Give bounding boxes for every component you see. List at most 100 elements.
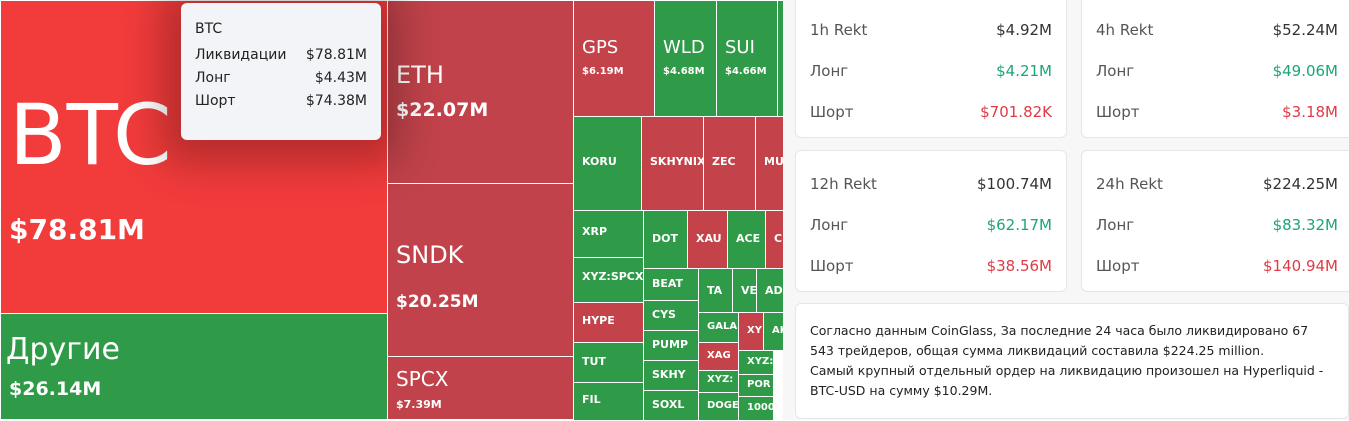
tile-label: XYZ:	[707, 374, 734, 385]
tooltip-label: Ликвидации	[195, 47, 287, 63]
stat-value: $224.25M	[1263, 174, 1338, 193]
tile: AK	[763, 312, 784, 351]
tile-label: BTC	[9, 86, 172, 184]
stat-label: Лонг	[810, 215, 849, 234]
tile-label: GPS	[582, 37, 619, 58]
tooltip-value: $4.43M	[314, 70, 367, 86]
tile-label: TA	[707, 284, 723, 297]
tile-label: SOXL	[652, 398, 685, 411]
stats-panel: Согласно данным CoinGlass, За последние …	[783, 0, 1349, 420]
tile: XAG	[698, 342, 739, 371]
tile: 1000	[738, 396, 774, 421]
stat-value: $4.92M	[996, 20, 1052, 39]
tile-label: MU	[764, 155, 784, 168]
stat-value: $49.06M	[1272, 61, 1338, 80]
tile-value: $6.19M	[582, 66, 624, 77]
stat-label: 4h Rekt	[1096, 20, 1154, 39]
tile-label: CYS	[652, 308, 676, 321]
tile: DOT	[643, 210, 688, 269]
tile-label: XRP	[582, 225, 608, 238]
stat-value: $4.21M	[996, 61, 1052, 80]
tile-label: VE	[741, 284, 757, 297]
tile-value: $78.81M	[9, 213, 145, 246]
tooltip-row: Ликвидации $78.81M	[195, 47, 367, 63]
stat-label: Лонг	[1096, 215, 1135, 234]
stat-label: Шорт	[1096, 102, 1140, 121]
tile-label: 1000	[747, 402, 774, 413]
stat-value: $3.18M	[1282, 102, 1338, 121]
stat-row: 1h Rekt $4.92M	[810, 9, 1052, 50]
tooltip-row: Шорт $74.38M	[195, 93, 367, 109]
stat-label: Лонг	[810, 61, 849, 80]
tile-label: SNDK	[396, 241, 464, 269]
stat-value: $38.56M	[986, 256, 1052, 275]
tooltip-value: $74.38M	[305, 93, 367, 109]
stat-card: 4h Rekt $52.24M Лонг $49.06M Шорт $3.18M	[1081, 0, 1349, 138]
tile-label: FIL	[582, 393, 601, 406]
tile: XRP	[573, 210, 644, 258]
stat-value: $701.82K	[980, 102, 1052, 121]
tile-label: XAG	[707, 350, 731, 361]
tile: BEAT	[643, 268, 699, 301]
tile-label: ACE	[736, 232, 761, 245]
tile-label: WLD	[663, 37, 705, 58]
tile: SOXL	[643, 390, 699, 421]
tile-value: $22.07M	[396, 99, 489, 121]
tile: TUT	[573, 342, 644, 383]
note-text: Самый крупный отдельный ордер на ликвида…	[810, 363, 1324, 398]
tile: Другие $26.14M	[0, 313, 388, 420]
tile: HYPE	[573, 302, 644, 343]
stat-row: Лонг $62.17M	[810, 204, 1052, 245]
tile: C	[765, 210, 784, 269]
stat-row: Шорт $38.56M	[810, 245, 1052, 286]
tile: SNDK $20.25M	[387, 183, 574, 357]
tile: ETH $22.07M	[387, 0, 574, 184]
tile: SKHY	[643, 360, 699, 391]
tile-label: XYZ:	[747, 356, 774, 367]
tooltip-row: Лонг $4.43M	[195, 70, 367, 86]
tile-value: $26.14M	[9, 378, 102, 400]
tile-label: XYZ:SPCX	[582, 270, 644, 283]
note-text: Согласно данным CoinGlass, За последние …	[810, 323, 1309, 358]
tile-label: AK	[772, 325, 783, 336]
tile-label: POR	[747, 379, 771, 390]
tile-value: $4.66M	[725, 66, 767, 77]
tile-label: DOT	[652, 232, 678, 245]
stat-label: 12h Rekt	[810, 174, 877, 193]
stat-label: Лонг	[1096, 61, 1135, 80]
tile: POR	[738, 374, 774, 397]
stat-row: Шорт $701.82K	[810, 91, 1052, 132]
tile: FIL	[573, 382, 644, 421]
tile-label: ZEC	[712, 155, 736, 168]
tile-label: KORU	[582, 155, 617, 168]
tooltip-label: Шорт	[195, 93, 236, 109]
tooltip: BTC Ликвидации $78.81M Лонг $4.43M Шорт $74.3…	[181, 3, 381, 140]
tile-label: PUMP	[652, 338, 689, 351]
tile-label: SKHYNIX	[650, 155, 704, 168]
stat-label: 24h Rekt	[1096, 174, 1163, 193]
tile-label: AD	[765, 284, 783, 297]
stat-label: 1h Rekt	[810, 20, 868, 39]
tile-label: GALA	[707, 321, 738, 332]
tile: WLD $4.68M	[654, 0, 717, 117]
tile: XYZ:	[738, 350, 774, 375]
tile-label: C	[774, 232, 783, 245]
stat-label: Шорт	[810, 256, 854, 275]
tile-label: XAU	[696, 232, 722, 245]
tile: CYS	[643, 300, 699, 331]
stat-row: 4h Rekt $52.24M	[1096, 9, 1338, 50]
tile-label: BEAT	[652, 277, 684, 290]
stat-value: $140.94M	[1263, 256, 1338, 275]
tooltip-label: Лонг	[195, 70, 231, 86]
tile: ACE	[727, 210, 766, 269]
tile-label: XY	[747, 325, 762, 336]
stat-row: Лонг $83.32M	[1096, 204, 1338, 245]
stat-label: Шорт	[810, 102, 854, 121]
tile-label: ETH	[396, 61, 444, 89]
stat-card: 1h Rekt $4.92M Лонг $4.21M Шорт $701.82K	[795, 0, 1067, 138]
stat-row: Лонг $4.21M	[810, 50, 1052, 91]
tile: TA	[698, 268, 733, 313]
tile: DOGE	[698, 392, 739, 421]
tile: SPCX $7.39M	[387, 356, 574, 420]
